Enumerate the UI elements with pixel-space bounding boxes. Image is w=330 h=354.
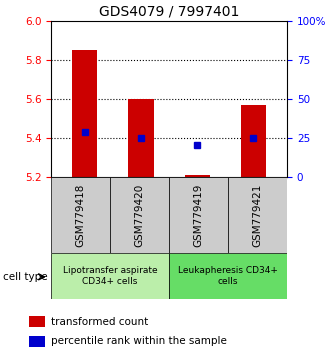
- Bar: [128, 99, 154, 177]
- Text: transformed count: transformed count: [51, 316, 148, 327]
- Text: GSM779420: GSM779420: [135, 183, 145, 247]
- Text: Leukapheresis CD34+
cells: Leukapheresis CD34+ cells: [178, 267, 278, 286]
- Bar: [72, 51, 97, 177]
- Text: GSM779418: GSM779418: [76, 183, 86, 247]
- FancyBboxPatch shape: [228, 177, 287, 253]
- Text: GSM779421: GSM779421: [252, 183, 263, 247]
- Text: GSM779419: GSM779419: [194, 183, 204, 247]
- FancyBboxPatch shape: [169, 253, 287, 299]
- FancyBboxPatch shape: [169, 177, 228, 253]
- Bar: [29, 316, 45, 327]
- FancyBboxPatch shape: [51, 253, 169, 299]
- Bar: [184, 175, 210, 177]
- FancyBboxPatch shape: [110, 177, 169, 253]
- Title: GDS4079 / 7997401: GDS4079 / 7997401: [99, 5, 239, 19]
- Bar: [241, 105, 266, 177]
- Text: percentile rank within the sample: percentile rank within the sample: [51, 336, 227, 346]
- FancyBboxPatch shape: [51, 177, 110, 253]
- Bar: [29, 336, 45, 347]
- Text: cell type: cell type: [3, 272, 48, 282]
- Text: Lipotransfer aspirate
CD34+ cells: Lipotransfer aspirate CD34+ cells: [63, 267, 157, 286]
